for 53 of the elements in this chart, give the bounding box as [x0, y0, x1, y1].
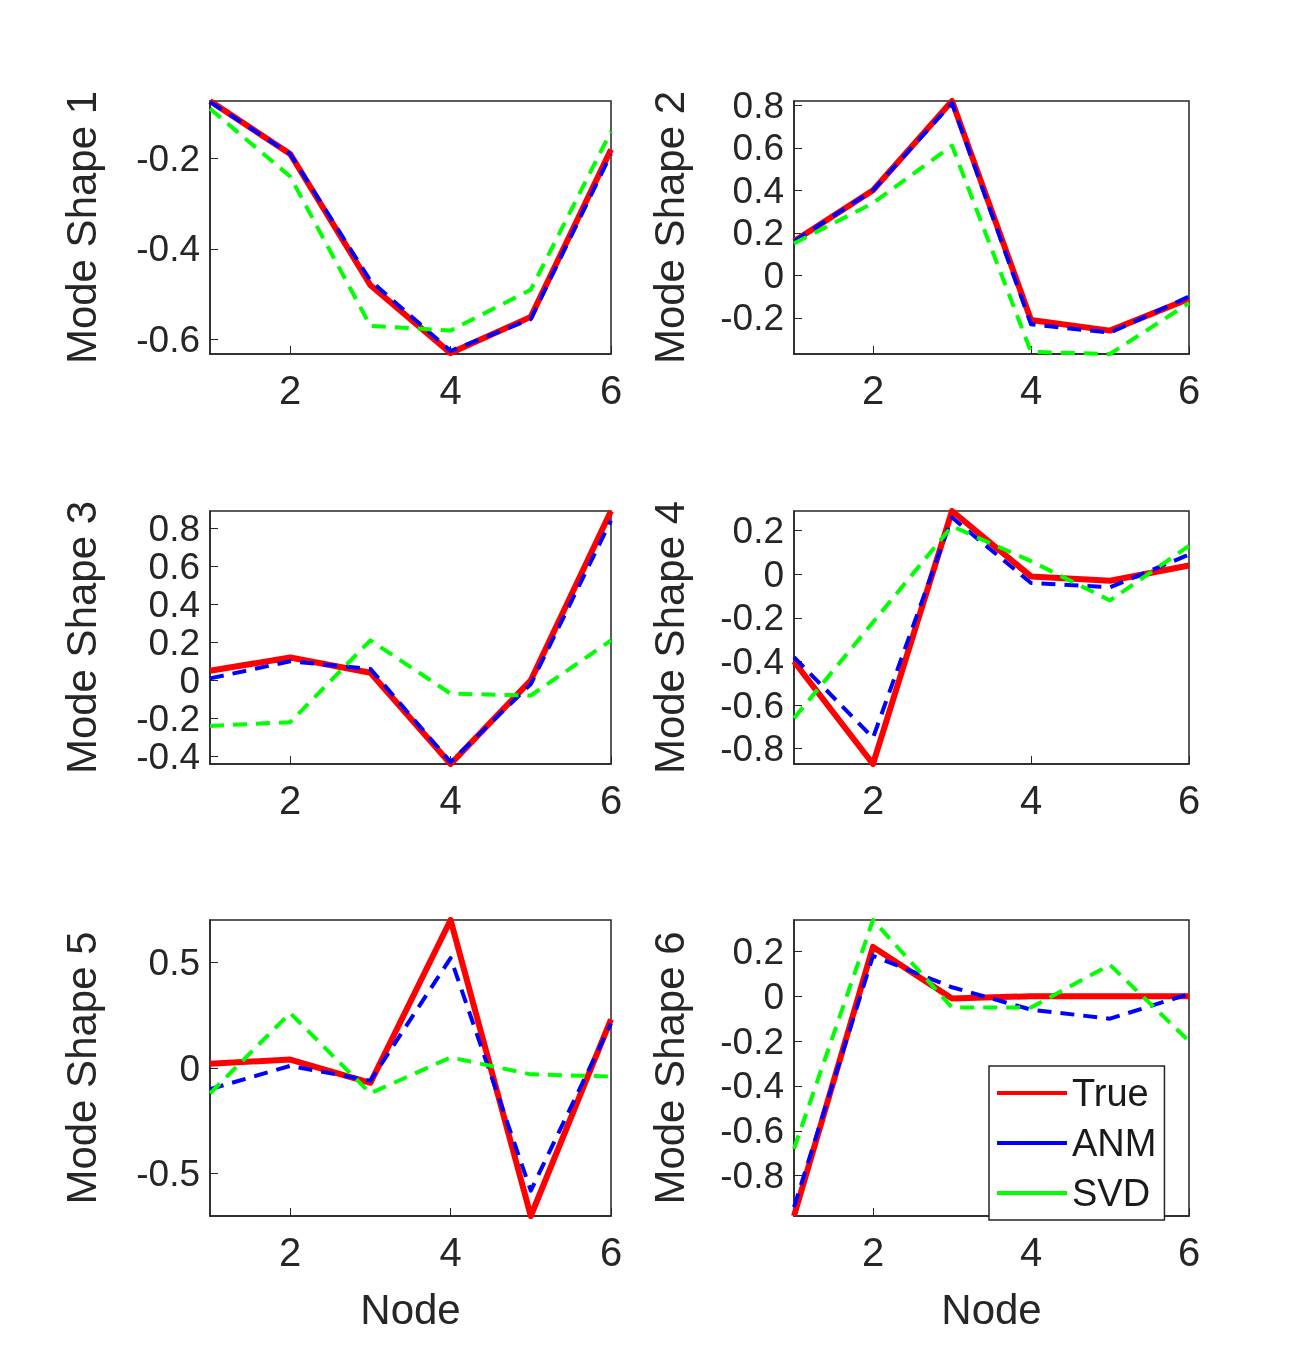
- y-tick-label: -0.4: [720, 640, 784, 682]
- y-tick-label: 0.4: [732, 169, 784, 211]
- x-tick-label: 2: [279, 778, 302, 822]
- y-axis-title: Mode Shape 1: [57, 90, 105, 365]
- x-tick-label: 2: [861, 778, 885, 822]
- y-tick-label: 0.5: [148, 941, 200, 983]
- y-tick-label: -0.4: [136, 228, 200, 270]
- y-axis-title: Mode Shape 2: [645, 90, 693, 365]
- x-tick-label: 4: [1019, 1230, 1043, 1274]
- x-axis-title: Node: [941, 1285, 1042, 1333]
- y-tick-label: -0.6: [720, 1110, 784, 1152]
- y-tick-label: -0.6: [720, 684, 784, 726]
- x-tick-label: 2: [279, 368, 302, 412]
- y-tick-label: 0: [179, 1047, 200, 1089]
- y-tick-label: 0: [763, 254, 784, 296]
- y-axis-title: Mode Shape 3: [57, 500, 105, 775]
- y-tick-label: 0.2: [732, 510, 784, 552]
- y-axis-title: Mode Shape 6: [645, 931, 693, 1205]
- x-tick-label: 6: [599, 778, 623, 822]
- x-tick-label: 2: [861, 368, 885, 412]
- y-tick-label: 0.8: [732, 84, 784, 126]
- y-tick-label: -0.2: [720, 597, 784, 639]
- x-tick-label: 4: [1019, 368, 1043, 412]
- y-tick-label: -0.6: [136, 319, 200, 361]
- x-tick-label: 2: [279, 1230, 302, 1274]
- x-tick-label: 6: [1177, 1230, 1201, 1274]
- x-tick-label: 4: [1019, 778, 1043, 822]
- x-axis-title: Node: [360, 1285, 461, 1333]
- y-tick-label: -0.8: [720, 1155, 784, 1197]
- x-tick-label: 2: [861, 1230, 885, 1274]
- y-axis-title: Mode Shape 5: [57, 931, 105, 1205]
- y-axis-title: Mode Shape 4: [645, 500, 693, 775]
- y-tick-label: 0.2: [732, 212, 784, 254]
- x-tick-label: 6: [1177, 778, 1201, 822]
- x-tick-label: 4: [439, 368, 462, 412]
- y-tick-label: -0.2: [136, 137, 200, 179]
- legend-label: True: [1072, 1072, 1149, 1114]
- y-tick-label: 0: [763, 553, 784, 595]
- x-tick-label: 4: [439, 1230, 462, 1274]
- y-tick-label: -0.8: [720, 728, 784, 770]
- legend-label: SVD: [1072, 1172, 1151, 1214]
- legend-label: ANM: [1072, 1122, 1157, 1164]
- y-tick-label: 0.2: [732, 930, 784, 972]
- y-tick-label: -0.2: [720, 1020, 784, 1062]
- y-tick-label: -0.4: [720, 1065, 784, 1107]
- y-tick-label: -0.2: [720, 297, 784, 339]
- x-tick-label: 4: [439, 778, 462, 822]
- y-tick-label: -0.5: [136, 1153, 200, 1195]
- x-tick-label: 6: [1177, 368, 1201, 412]
- x-tick-label: 6: [599, 1230, 623, 1274]
- y-tick-label: 0.6: [732, 127, 784, 169]
- x-tick-label: 6: [599, 368, 623, 412]
- y-tick-label: 0: [763, 975, 784, 1017]
